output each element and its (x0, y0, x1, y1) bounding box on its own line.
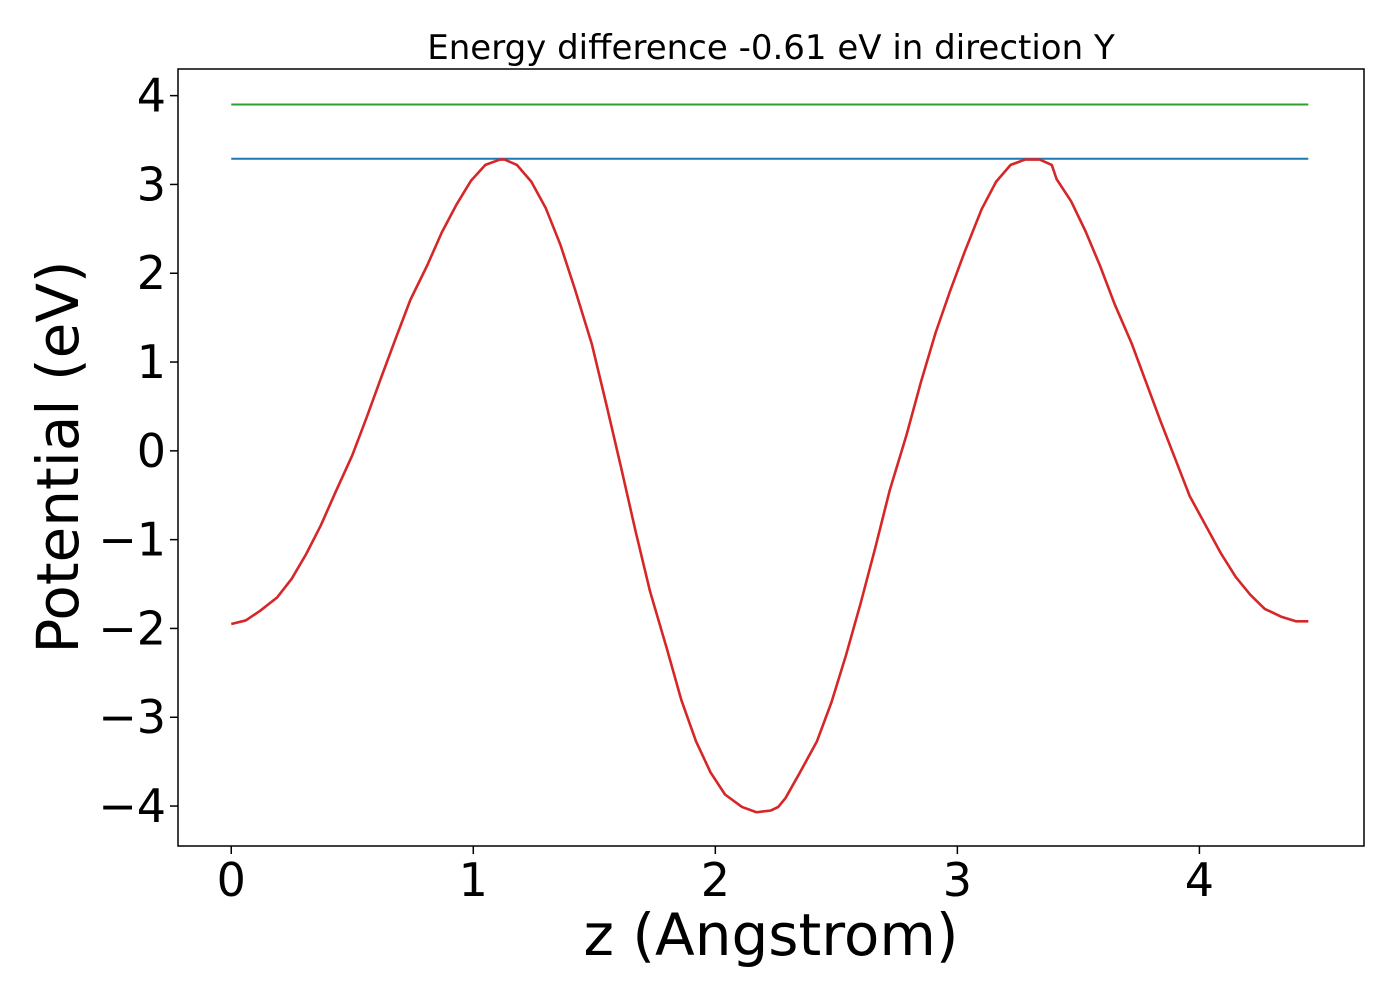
x-tick-label: 1 (459, 853, 488, 907)
y-tick-label: 1 (137, 335, 166, 389)
y-tick-label: 2 (137, 246, 166, 300)
plot-frame (177, 68, 1365, 847)
x-axis-label: z (Angstrom) (584, 901, 959, 969)
y-tick-label: 3 (137, 157, 166, 211)
y-tick-label: −3 (98, 690, 166, 744)
chart-title: Energy difference -0.61 eV in direction … (427, 28, 1115, 68)
y-tick-label: −1 (98, 513, 166, 567)
y-tick-label: 0 (137, 424, 166, 478)
y-axis-ticks: −4 −3 −2 −1 0 1 2 3 4 (98, 69, 178, 833)
y-axis-label: Potential (eV) (24, 260, 92, 653)
plot-area (178, 69, 1364, 846)
series-layer (230, 103, 1309, 814)
x-tick-label: 4 (1185, 853, 1214, 907)
x-tick-label: 2 (701, 853, 730, 907)
x-tick-label: 0 (217, 853, 246, 907)
x-tick-label: 3 (943, 853, 972, 907)
y-tick-label: 4 (137, 69, 166, 123)
y-tick-label: −4 (98, 779, 166, 833)
x-axis-ticks: 0 1 2 3 4 (217, 846, 1214, 907)
series-line-2 (230, 158, 1309, 814)
y-tick-label: −2 (98, 601, 166, 655)
